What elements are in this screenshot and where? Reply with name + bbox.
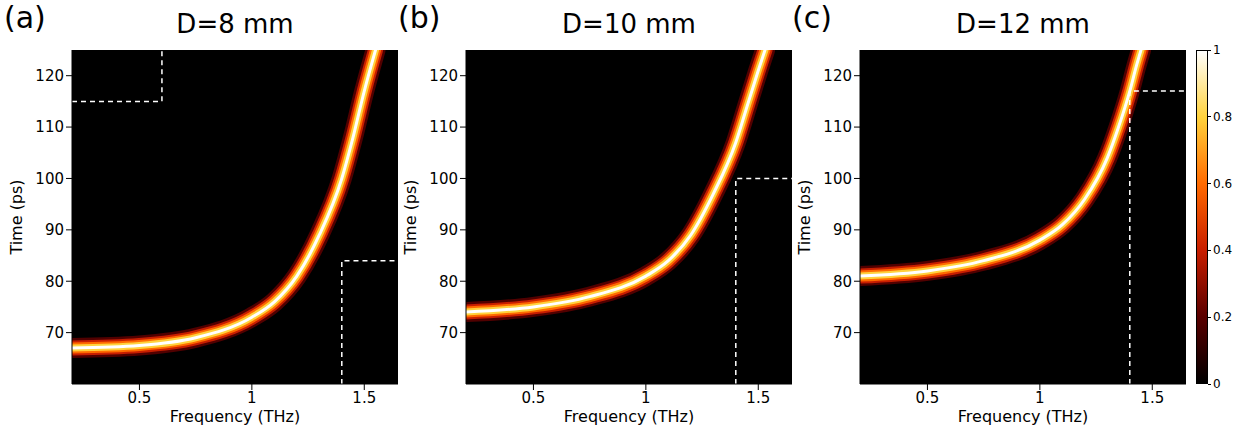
svg-text:70: 70 [439,324,458,342]
svg-text:0.5: 0.5 [916,389,940,407]
svg-text:100: 100 [35,170,64,188]
svg-text:1: 1 [641,389,651,407]
html-text:0: 0 [1213,377,1221,391]
svg-text:Frequency (THz): Frequency (THz) [958,407,1088,426]
html-text:(b): (b) [398,0,441,35]
svg-text:80: 80 [833,273,852,291]
svg-text:1.5: 1.5 [746,389,770,407]
svg-text:Time (ps): Time (ps) [7,179,26,255]
svg-text:100: 100 [429,170,458,188]
svg-text:0.5: 0.5 [128,389,152,407]
svg-text:90: 90 [833,221,852,239]
svg-text:80: 80 [439,273,458,291]
html-text:0.8: 0.8 [1213,109,1233,124]
svg-text:70: 70 [45,324,64,342]
html-text:0.2: 0.2 [1213,310,1233,325]
svg-text:Time (ps): Time (ps) [795,179,814,255]
svg-text:100: 100 [823,170,852,188]
svg-text:Frequency (THz): Frequency (THz) [170,407,300,426]
svg-text:Frequency (THz): Frequency (THz) [564,407,694,426]
html-text:(a): (a) [4,0,46,35]
svg-text:1: 1 [247,389,257,407]
svg-text:110: 110 [823,118,852,136]
html-text:1: 1 [1213,43,1221,57]
svg-text:120: 120 [429,67,458,85]
html-text:D=12 mm: D=12 mm [956,9,1090,39]
svg-text:90: 90 [439,221,458,239]
svg-text:90: 90 [45,221,64,239]
svg-text:120: 120 [823,67,852,85]
html-text:0.4: 0.4 [1213,243,1233,258]
svg-text:0.5: 0.5 [522,389,546,407]
svg-text:70: 70 [833,324,852,342]
svg-text:Time (ps): Time (ps) [401,179,420,255]
svg-text:80: 80 [45,273,64,291]
svg-text:110: 110 [35,118,64,136]
svg-text:1.5: 1.5 [352,389,376,407]
svg-text:1: 1 [1035,389,1045,407]
html-text:D=8 mm: D=8 mm [176,9,294,39]
html-text:0.6: 0.6 [1213,176,1233,191]
svg-text:120: 120 [35,67,64,85]
svg-text:110: 110 [429,118,458,136]
svg-text:1.5: 1.5 [1140,389,1164,407]
html-text:(c): (c) [792,0,832,35]
html-text:D=10 mm: D=10 mm [562,9,696,39]
